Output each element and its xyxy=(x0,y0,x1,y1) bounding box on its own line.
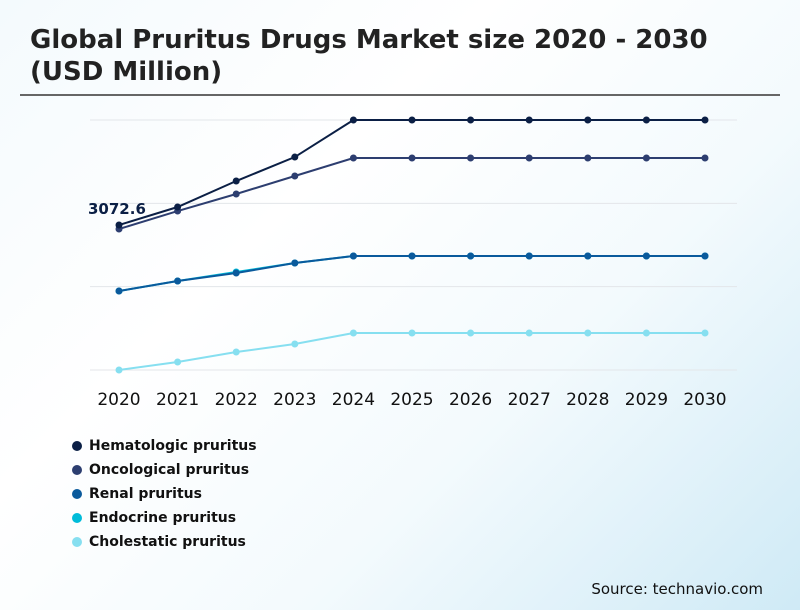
legend-item: Cholestatic pruritus xyxy=(72,530,257,554)
legend-marker xyxy=(72,513,82,523)
x-tick-label: 2021 xyxy=(156,390,199,410)
data-point xyxy=(174,358,182,366)
data-point xyxy=(525,154,533,162)
x-tick-label: 2024 xyxy=(332,390,375,410)
data-point xyxy=(232,269,240,277)
data-point xyxy=(408,329,416,337)
title-divider xyxy=(20,94,780,96)
series-line xyxy=(118,254,705,292)
legend-marker xyxy=(72,465,82,475)
data-point xyxy=(291,340,299,348)
series-line xyxy=(118,332,705,371)
data-point xyxy=(584,154,592,162)
x-tick-label: 2027 xyxy=(508,390,551,410)
data-point xyxy=(232,177,240,185)
x-tick-label: 2020 xyxy=(97,390,140,410)
data-point xyxy=(291,259,299,267)
data-point xyxy=(115,366,123,374)
data-point xyxy=(525,329,533,337)
data-point xyxy=(232,190,240,198)
data-point xyxy=(701,329,709,337)
data-point xyxy=(349,154,357,162)
data-point xyxy=(701,116,709,124)
legend-label: Hematologic pruritus xyxy=(89,438,257,454)
data-point xyxy=(115,221,123,229)
data-point xyxy=(584,329,592,337)
data-point xyxy=(525,116,533,124)
series-line xyxy=(118,254,705,292)
data-point xyxy=(232,348,240,356)
data-point xyxy=(701,154,709,162)
data-point xyxy=(525,252,533,260)
x-tick-label: 2023 xyxy=(273,390,316,410)
data-point xyxy=(467,252,475,260)
data-point xyxy=(349,329,357,337)
data-point xyxy=(115,287,123,295)
x-tick-label: 2022 xyxy=(215,390,258,410)
legend-label: Cholestatic pruritus xyxy=(89,534,246,550)
data-point xyxy=(349,252,357,260)
legend-label: Oncological pruritus xyxy=(89,462,250,478)
legend: Hematologic pruritus Oncological pruritus… xyxy=(72,434,257,554)
data-point xyxy=(642,252,650,260)
x-tick-label: 2029 xyxy=(625,390,668,410)
data-point xyxy=(642,329,650,337)
legend-label: Endocrine pruritus xyxy=(89,510,237,526)
data-point xyxy=(642,154,650,162)
x-tick-label: 2025 xyxy=(390,390,433,410)
series-line xyxy=(118,119,705,226)
data-point xyxy=(467,116,475,124)
legend-marker xyxy=(72,489,82,499)
data-point xyxy=(174,277,182,285)
data-point xyxy=(642,116,650,124)
data-point xyxy=(584,252,592,260)
data-point xyxy=(408,116,416,124)
legend-item: Renal pruritus xyxy=(72,482,257,506)
data-point xyxy=(349,116,357,124)
legend-item: Endocrine pruritus xyxy=(72,506,257,530)
legend-marker xyxy=(72,441,82,451)
x-tick-label: 2030 xyxy=(683,390,726,410)
legend-item: Oncological pruritus xyxy=(72,458,257,482)
chart-title: Global Pruritus Drugs Market size 2020 -… xyxy=(30,25,708,87)
data-point xyxy=(408,252,416,260)
legend-marker xyxy=(72,537,82,547)
source-note: Source: technavio.com xyxy=(591,580,763,598)
legend-item: Hematologic pruritus xyxy=(72,434,257,458)
x-tick-label: 2026 xyxy=(449,390,492,410)
data-point xyxy=(467,154,475,162)
data-point xyxy=(291,172,299,180)
data-point xyxy=(291,153,299,161)
data-point xyxy=(584,116,592,124)
data-point xyxy=(174,203,182,211)
data-point xyxy=(408,154,416,162)
legend-label: Renal pruritus xyxy=(89,486,202,502)
x-tick-label: 2028 xyxy=(566,390,609,410)
data-point xyxy=(701,252,709,260)
data-point xyxy=(467,329,475,337)
data-label: 3072.6 xyxy=(88,200,146,218)
